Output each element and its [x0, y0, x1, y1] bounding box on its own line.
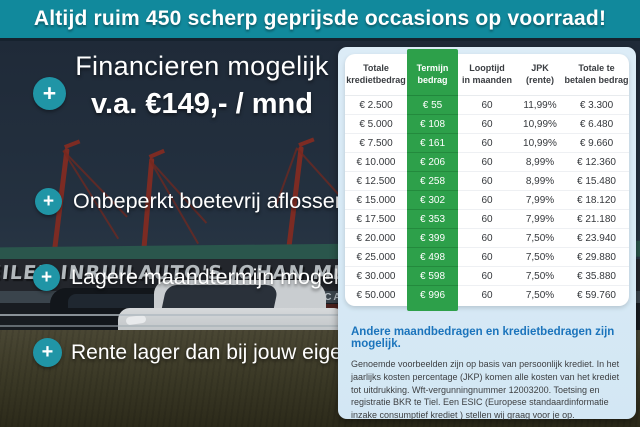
plus-glyph: + [42, 80, 57, 106]
table-cell: 60 [458, 96, 516, 115]
fence-rail [0, 325, 345, 327]
disclaimer-text: Genoemde voorbeelden zijn op basis van p… [351, 359, 620, 421]
table-cell: € 30.000 [345, 267, 407, 286]
termijn-column-highlight [407, 49, 458, 311]
table-cell: € 6.480 [564, 115, 629, 134]
table-cell: € 55 [407, 96, 458, 115]
table-cell: 60 [458, 134, 516, 153]
table-cell: 60 [458, 172, 516, 191]
column-header: Looptijd in maanden [458, 54, 516, 96]
table-row: € 12.500 € 258 60 8,99% € 15.480 [345, 172, 629, 191]
table-row: € 20.000 € 399 60 7,50% € 23.940 [345, 229, 629, 248]
table-row: € 10.000 € 206 60 8,99% € 12.360 [345, 153, 629, 172]
table-row: € 15.000 € 302 60 7,99% € 18.120 [345, 191, 629, 210]
top-banner: Altijd ruim 450 scherp geprijsde occasio… [0, 0, 640, 38]
table-cell: € 5.000 [345, 115, 407, 134]
card-footer: Andere maandbedragen en kredietbedragen … [338, 306, 636, 427]
plus-glyph: + [42, 190, 55, 212]
fence-rail [0, 314, 345, 316]
table-cell: € 498 [407, 248, 458, 267]
table-cell: 8,99% [516, 172, 564, 191]
table-row: € 2.500 € 55 60 11,99% € 3.300 [345, 96, 629, 115]
table-cell: 7,50% [516, 267, 564, 286]
usp-rente: Rente lager dan bij jouw eigen bank [71, 341, 405, 364]
table-cell: € 302 [407, 191, 458, 210]
table-cell: € 15.000 [345, 191, 407, 210]
table-cell: € 23.940 [564, 229, 629, 248]
table-cell: € 2.500 [345, 96, 407, 115]
table-cell: 60 [458, 191, 516, 210]
banner-text: Altijd ruim 450 scherp geprijsde occasio… [33, 7, 607, 30]
plus-glyph: + [41, 341, 54, 363]
table-cell: € 20.000 [345, 229, 407, 248]
usp-price-line: v.a. €149,- / mnd [91, 88, 313, 120]
table-cell: 8,99% [516, 153, 564, 172]
column-header: Termijn bedrag [407, 54, 458, 96]
usp-maandtermijn: Lagere maandtermijn mogelijk [71, 265, 360, 289]
table-cell: 7,50% [516, 229, 564, 248]
table-cell: € 353 [407, 210, 458, 229]
usp-line: Financieren mogelijk [75, 51, 329, 81]
table-cell: € 25.000 [345, 248, 407, 267]
column-header: Totale kredietbedrag [345, 54, 407, 96]
table-cell: € 12.500 [345, 172, 407, 191]
column-header: Totale te betalen bedrag [564, 54, 629, 96]
table-cell: € 996 [419, 290, 446, 301]
table-cell: € 59.760 [577, 290, 616, 301]
table-cell: € 598 [407, 267, 458, 286]
table-cell: 10,99% [516, 115, 564, 134]
finance-table-card: Totale kredietbedrag Termijn bedrag Looptijd… [345, 49, 629, 311]
table-cell: 7,99% [516, 210, 564, 229]
usp-aflossen: Onbeperkt boetevrij aflossen [73, 189, 347, 213]
table-row: € 30.000 € 598 60 7,50% € 35.880 [345, 267, 629, 286]
table-cell: 60 [458, 267, 516, 286]
plus-icon: + [33, 338, 62, 367]
table-cell: € 12.360 [564, 153, 629, 172]
table-cell: 60 [458, 115, 516, 134]
highlight-text: Andere maandbedragen en kredietbedragen … [351, 326, 615, 350]
table-cell: 60 [481, 290, 493, 301]
table-cell: € 108 [407, 115, 458, 134]
table-cell: € 21.180 [564, 210, 629, 229]
plus-icon: + [33, 264, 60, 291]
table-header-row: Totale kredietbedrag Termijn bedrag Looptijd… [345, 54, 629, 96]
table-row: € 50.000 € 996 60 7,50% € 59.760 [345, 286, 629, 305]
table-cell: € 10.000 [345, 153, 407, 172]
table-cell: € 18.120 [564, 191, 629, 210]
table-row: € 25.000 € 498 60 7,50% € 29.880 [345, 248, 629, 267]
column-header: JPK (rente) [516, 54, 564, 96]
table-row: € 17.500 € 353 60 7,99% € 21.180 [345, 210, 629, 229]
table-cell: € 9.660 [564, 134, 629, 153]
plus-glyph: + [40, 266, 53, 288]
table-cell: 7,99% [516, 191, 564, 210]
plus-icon: + [33, 77, 66, 110]
table-cell: € 258 [407, 172, 458, 191]
table-row: € 7.500 € 161 60 10,99% € 9.660 [345, 134, 629, 153]
table-cell: € 206 [407, 153, 458, 172]
table-cell: 10,99% [516, 134, 564, 153]
table-cell: € 29.880 [564, 248, 629, 267]
table-cell: € 50.000 [356, 290, 396, 301]
table-cell: € 35.880 [564, 267, 629, 286]
table-cell: € 15.480 [564, 172, 629, 191]
table-cell: 7,50% [525, 290, 555, 301]
table-row: € 5.000 € 108 60 10,99% € 6.480 [345, 115, 629, 134]
table-cell: € 161 [407, 134, 458, 153]
table-cell: 60 [458, 248, 516, 267]
finance-card: Totale kredietbedrag Termijn bedrag Looptijd… [338, 47, 636, 420]
table-cell: € 17.500 [345, 210, 407, 229]
table-cell: € 399 [407, 229, 458, 248]
table-cell: € 3.300 [564, 96, 629, 115]
table-cell: 60 [458, 210, 516, 229]
table-cell: 60 [458, 153, 516, 172]
plus-icon: + [35, 188, 62, 215]
table-cell: 60 [458, 229, 516, 248]
usp-financieren: Financieren mogelijk v.a. €149,- / mnd [68, 48, 336, 123]
table-cell: 7,50% [516, 248, 564, 267]
table-cell: € 7.500 [345, 134, 407, 153]
table-cell: 11,99% [516, 96, 564, 115]
finance-table: Totale kredietbedrag Termijn bedrag Looptijd… [345, 54, 629, 305]
table-body: € 2.500 € 55 60 11,99% € 3.300 € 5.000 € 108 60… [345, 96, 629, 305]
